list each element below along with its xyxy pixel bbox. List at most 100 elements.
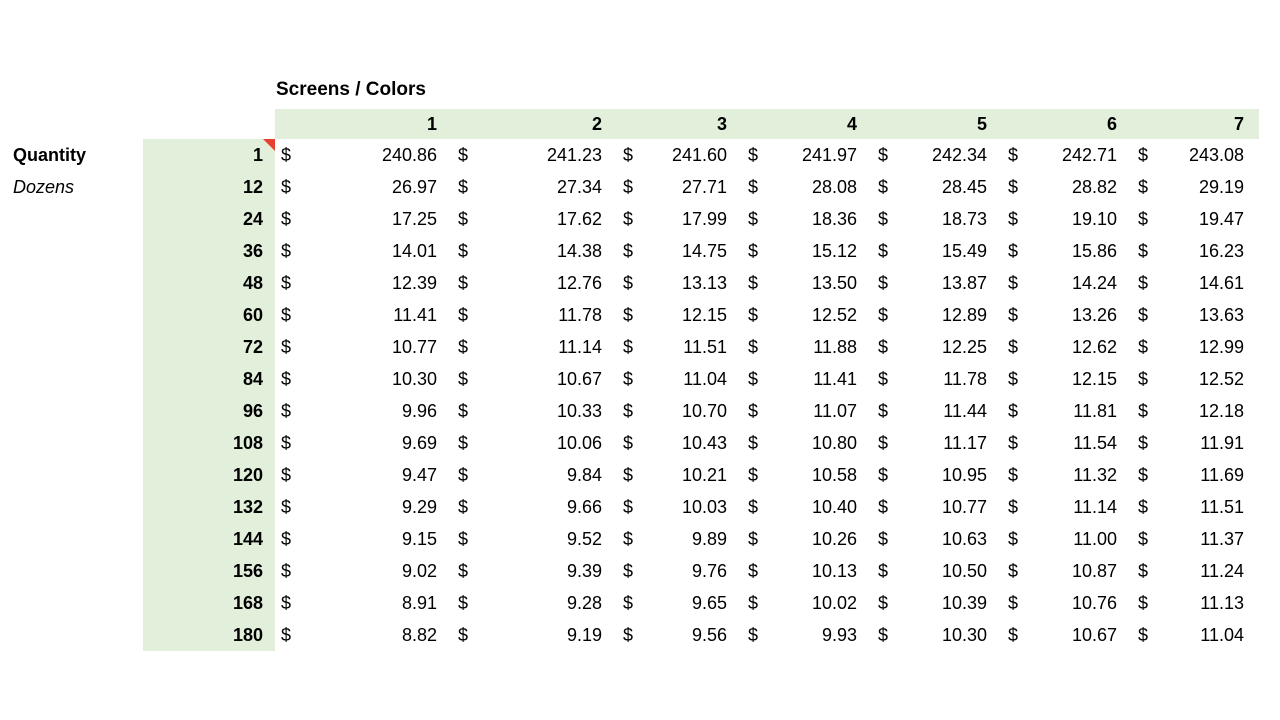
price-cell[interactable]: $11.51 xyxy=(617,331,742,363)
price-cell[interactable]: $15.49 xyxy=(872,235,1002,267)
column-header-4[interactable]: 4 xyxy=(742,109,872,139)
price-cell[interactable]: $240.86 xyxy=(275,139,452,171)
column-header-1[interactable]: 1 xyxy=(275,109,452,139)
price-cell[interactable]: $17.25 xyxy=(275,203,452,235)
price-cell[interactable]: $9.84 xyxy=(452,459,617,491)
price-cell[interactable]: $17.99 xyxy=(617,203,742,235)
price-cell[interactable]: $241.97 xyxy=(742,139,872,171)
price-cell[interactable]: $11.04 xyxy=(1132,619,1259,651)
price-cell[interactable]: $8.82 xyxy=(275,619,452,651)
quantity-cell[interactable]: 144 xyxy=(143,523,275,555)
price-cell[interactable]: $9.28 xyxy=(452,587,617,619)
price-cell[interactable]: $11.14 xyxy=(1002,491,1132,523)
quantity-cell[interactable]: 168 xyxy=(143,587,275,619)
price-cell[interactable]: $9.96 xyxy=(275,395,452,427)
price-cell[interactable]: $9.02 xyxy=(275,555,452,587)
price-cell[interactable]: $19.10 xyxy=(1002,203,1132,235)
quantity-cell[interactable]: 108 xyxy=(143,427,275,459)
price-cell[interactable]: $11.88 xyxy=(742,331,872,363)
price-cell[interactable]: $242.34 xyxy=(872,139,1002,171)
price-cell[interactable]: $10.70 xyxy=(617,395,742,427)
price-cell[interactable]: $13.50 xyxy=(742,267,872,299)
price-cell[interactable]: $10.39 xyxy=(872,587,1002,619)
dozens-label-cell[interactable]: Dozens xyxy=(13,177,75,197)
price-cell[interactable]: $241.60 xyxy=(617,139,742,171)
quantity-cell[interactable]: 132 xyxy=(143,491,275,523)
price-cell[interactable]: $9.39 xyxy=(452,555,617,587)
price-cell[interactable]: $11.81 xyxy=(1002,395,1132,427)
price-cell[interactable]: $14.01 xyxy=(275,235,452,267)
price-cell[interactable]: $18.73 xyxy=(872,203,1002,235)
price-cell[interactable]: $10.02 xyxy=(742,587,872,619)
price-cell[interactable]: $10.87 xyxy=(1002,555,1132,587)
price-cell[interactable]: $11.41 xyxy=(275,299,452,331)
price-cell[interactable]: $12.99 xyxy=(1132,331,1259,363)
price-cell[interactable]: $9.47 xyxy=(275,459,452,491)
price-cell[interactable]: $10.26 xyxy=(742,523,872,555)
price-cell[interactable]: $241.23 xyxy=(452,139,617,171)
price-cell[interactable]: $11.51 xyxy=(1132,491,1259,523)
price-cell[interactable]: $10.50 xyxy=(872,555,1002,587)
quantity-cell[interactable]: 120 xyxy=(143,459,275,491)
price-cell[interactable]: $10.80 xyxy=(742,427,872,459)
price-cell[interactable]: $10.03 xyxy=(617,491,742,523)
price-cell[interactable]: $11.37 xyxy=(1132,523,1259,555)
price-cell[interactable]: $242.71 xyxy=(1002,139,1132,171)
price-cell[interactable]: $15.86 xyxy=(1002,235,1132,267)
price-cell[interactable]: $11.91 xyxy=(1132,427,1259,459)
price-cell[interactable]: $243.08 xyxy=(1132,139,1259,171)
price-cell[interactable]: $29.19 xyxy=(1132,171,1259,203)
price-cell[interactable]: $12.15 xyxy=(1002,363,1132,395)
price-cell[interactable]: $9.69 xyxy=(275,427,452,459)
price-cell[interactable]: $10.63 xyxy=(872,523,1002,555)
price-cell[interactable]: $12.18 xyxy=(1132,395,1259,427)
quantity-cell[interactable]: 12 xyxy=(143,171,275,203)
price-cell[interactable]: $11.04 xyxy=(617,363,742,395)
price-cell[interactable]: $9.15 xyxy=(275,523,452,555)
price-cell[interactable]: $11.69 xyxy=(1132,459,1259,491)
price-cell[interactable]: $27.34 xyxy=(452,171,617,203)
price-cell[interactable]: $12.52 xyxy=(742,299,872,331)
price-cell[interactable]: $14.61 xyxy=(1132,267,1259,299)
price-cell[interactable]: $15.12 xyxy=(742,235,872,267)
price-cell[interactable]: $9.56 xyxy=(617,619,742,651)
price-cell[interactable]: $10.30 xyxy=(275,363,452,395)
price-cell[interactable]: $13.26 xyxy=(1002,299,1132,331)
price-cell[interactable]: $11.13 xyxy=(1132,587,1259,619)
price-cell[interactable]: $9.29 xyxy=(275,491,452,523)
price-cell[interactable]: $10.58 xyxy=(742,459,872,491)
price-cell[interactable]: $10.40 xyxy=(742,491,872,523)
price-cell[interactable]: $10.76 xyxy=(1002,587,1132,619)
price-cell[interactable]: $12.15 xyxy=(617,299,742,331)
quantity-cell[interactable]: 96 xyxy=(143,395,275,427)
price-cell[interactable]: $19.47 xyxy=(1132,203,1259,235)
quantity-cell[interactable]: 60 xyxy=(143,299,275,331)
price-cell[interactable]: $27.71 xyxy=(617,171,742,203)
price-cell[interactable]: $12.25 xyxy=(872,331,1002,363)
table-title[interactable]: Screens / Colors xyxy=(276,79,426,100)
price-cell[interactable]: $13.63 xyxy=(1132,299,1259,331)
price-cell[interactable]: $10.21 xyxy=(617,459,742,491)
price-cell[interactable]: $11.78 xyxy=(872,363,1002,395)
quantity-cell[interactable]: 24 xyxy=(143,203,275,235)
quantity-cell[interactable]: 180 xyxy=(143,619,275,651)
price-cell[interactable]: $10.77 xyxy=(872,491,1002,523)
price-cell[interactable]: $14.75 xyxy=(617,235,742,267)
price-cell[interactable]: $17.62 xyxy=(452,203,617,235)
column-header-6[interactable]: 6 xyxy=(1002,109,1132,139)
price-cell[interactable]: $14.38 xyxy=(452,235,617,267)
price-cell[interactable]: $11.07 xyxy=(742,395,872,427)
price-cell[interactable]: $12.89 xyxy=(872,299,1002,331)
price-cell[interactable]: $11.14 xyxy=(452,331,617,363)
quantity-cell[interactable]: 72 xyxy=(143,331,275,363)
price-cell[interactable]: $11.44 xyxy=(872,395,1002,427)
price-cell[interactable]: $11.24 xyxy=(1132,555,1259,587)
price-cell[interactable]: $26.97 xyxy=(275,171,452,203)
price-cell[interactable]: $10.30 xyxy=(872,619,1002,651)
column-header-5[interactable]: 5 xyxy=(872,109,1002,139)
price-cell[interactable]: $12.52 xyxy=(1132,363,1259,395)
price-cell[interactable]: $13.13 xyxy=(617,267,742,299)
quantity-cell[interactable]: 1 xyxy=(143,139,275,171)
price-cell[interactable]: $9.76 xyxy=(617,555,742,587)
quantity-cell[interactable]: 84 xyxy=(143,363,275,395)
